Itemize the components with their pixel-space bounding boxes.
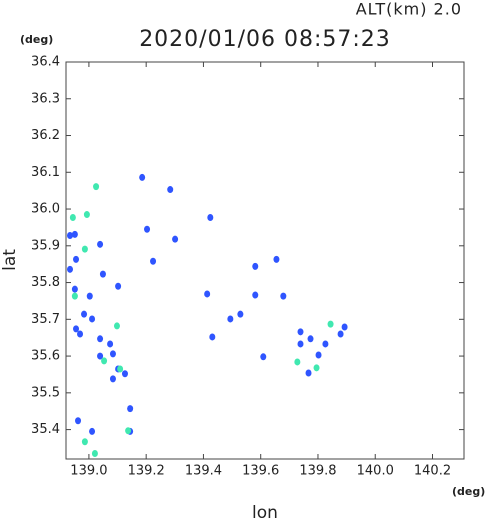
- x-tick-label: 140.0: [357, 464, 394, 479]
- echo-point: [99, 270, 106, 278]
- x-tick-label: 139.2: [128, 464, 165, 479]
- echo-point: [69, 213, 76, 221]
- echo-point: [93, 183, 100, 191]
- echo-point: [252, 291, 259, 299]
- echo-point: [209, 333, 216, 341]
- y-tick-label: 35.6: [31, 349, 60, 364]
- y-tick-label: 35.5: [31, 385, 60, 400]
- echo-point: [97, 335, 104, 343]
- echo-point: [81, 438, 88, 446]
- y-tick-label: 36.0: [31, 202, 60, 217]
- y-tick-label: 36.1: [31, 165, 60, 180]
- echo-point: [113, 322, 120, 330]
- echo-point: [150, 257, 157, 265]
- echo-point: [97, 352, 104, 360]
- echo-point: [101, 357, 108, 365]
- echo-point: [327, 320, 334, 328]
- x-tick-label: 139.6: [242, 464, 279, 479]
- echo-point: [144, 225, 151, 233]
- y-tick-label: 36.3: [31, 91, 60, 106]
- altitude-label: ALT(km) 2.0: [356, 0, 462, 19]
- echo-point: [315, 351, 322, 359]
- echo-point: [73, 325, 80, 333]
- echo-point: [107, 340, 114, 348]
- x-tick-label: 139.4: [185, 464, 222, 479]
- echo-point: [305, 369, 312, 377]
- echo-point: [307, 335, 314, 343]
- echo-point: [81, 245, 88, 253]
- echo-point: [86, 292, 93, 300]
- echo-point: [115, 282, 122, 290]
- echo-point: [71, 230, 78, 238]
- echo-point: [117, 365, 124, 373]
- echo-point: [260, 353, 267, 361]
- echo-point: [341, 323, 348, 331]
- echo-point: [227, 315, 234, 323]
- echo-point: [91, 449, 98, 457]
- echo-point: [337, 330, 344, 338]
- echo-point: [139, 173, 146, 181]
- echo-point: [322, 340, 329, 348]
- y-axis-label: lat: [0, 249, 20, 271]
- echo-point: [280, 292, 287, 300]
- echo-point: [109, 350, 116, 358]
- echo-point: [294, 358, 301, 366]
- echo-point: [73, 255, 80, 263]
- echo-point: [81, 310, 88, 318]
- echo-point: [297, 328, 304, 336]
- echo-point: [172, 235, 179, 243]
- echo-point: [167, 186, 174, 194]
- x-tick-label: 140.2: [414, 464, 451, 479]
- echo-point: [127, 405, 134, 413]
- echo-point: [273, 255, 280, 263]
- echo-point: [71, 285, 78, 293]
- x-axis-label: lon: [252, 503, 278, 521]
- echo-point: [67, 265, 74, 273]
- echo-point: [252, 262, 259, 270]
- y-tick-label: 36.4: [31, 55, 60, 70]
- echo-point: [77, 330, 84, 338]
- chart-title: 2020/01/06 08:57:23: [139, 27, 391, 52]
- echo-point: [204, 290, 211, 298]
- echo-point: [313, 364, 320, 372]
- plot-frame: [65, 61, 465, 460]
- echo-point: [75, 417, 82, 425]
- echo-point: [207, 213, 214, 221]
- x-tick-label: 139.0: [70, 464, 107, 479]
- echo-point: [237, 310, 244, 318]
- echo-point: [71, 292, 78, 300]
- y-tick-label: 36.2: [31, 128, 60, 143]
- echo-point: [121, 370, 128, 378]
- x-tick-label: 139.8: [299, 464, 336, 479]
- y-tick-label: 35.7: [31, 312, 60, 327]
- echo-point: [89, 315, 96, 323]
- y-tick-label: 35.9: [31, 238, 60, 253]
- x-unit: (deg): [452, 485, 485, 498]
- echo-point: [125, 427, 132, 435]
- y-unit: (deg): [20, 33, 53, 46]
- echo-point: [67, 232, 74, 240]
- echo-point: [109, 375, 116, 383]
- echo-point: [89, 427, 96, 435]
- echo-point: [97, 240, 104, 248]
- echo-point: [297, 340, 304, 348]
- echo-point: [83, 211, 90, 219]
- y-tick-label: 35.8: [31, 275, 60, 290]
- y-tick-label: 35.4: [31, 422, 60, 437]
